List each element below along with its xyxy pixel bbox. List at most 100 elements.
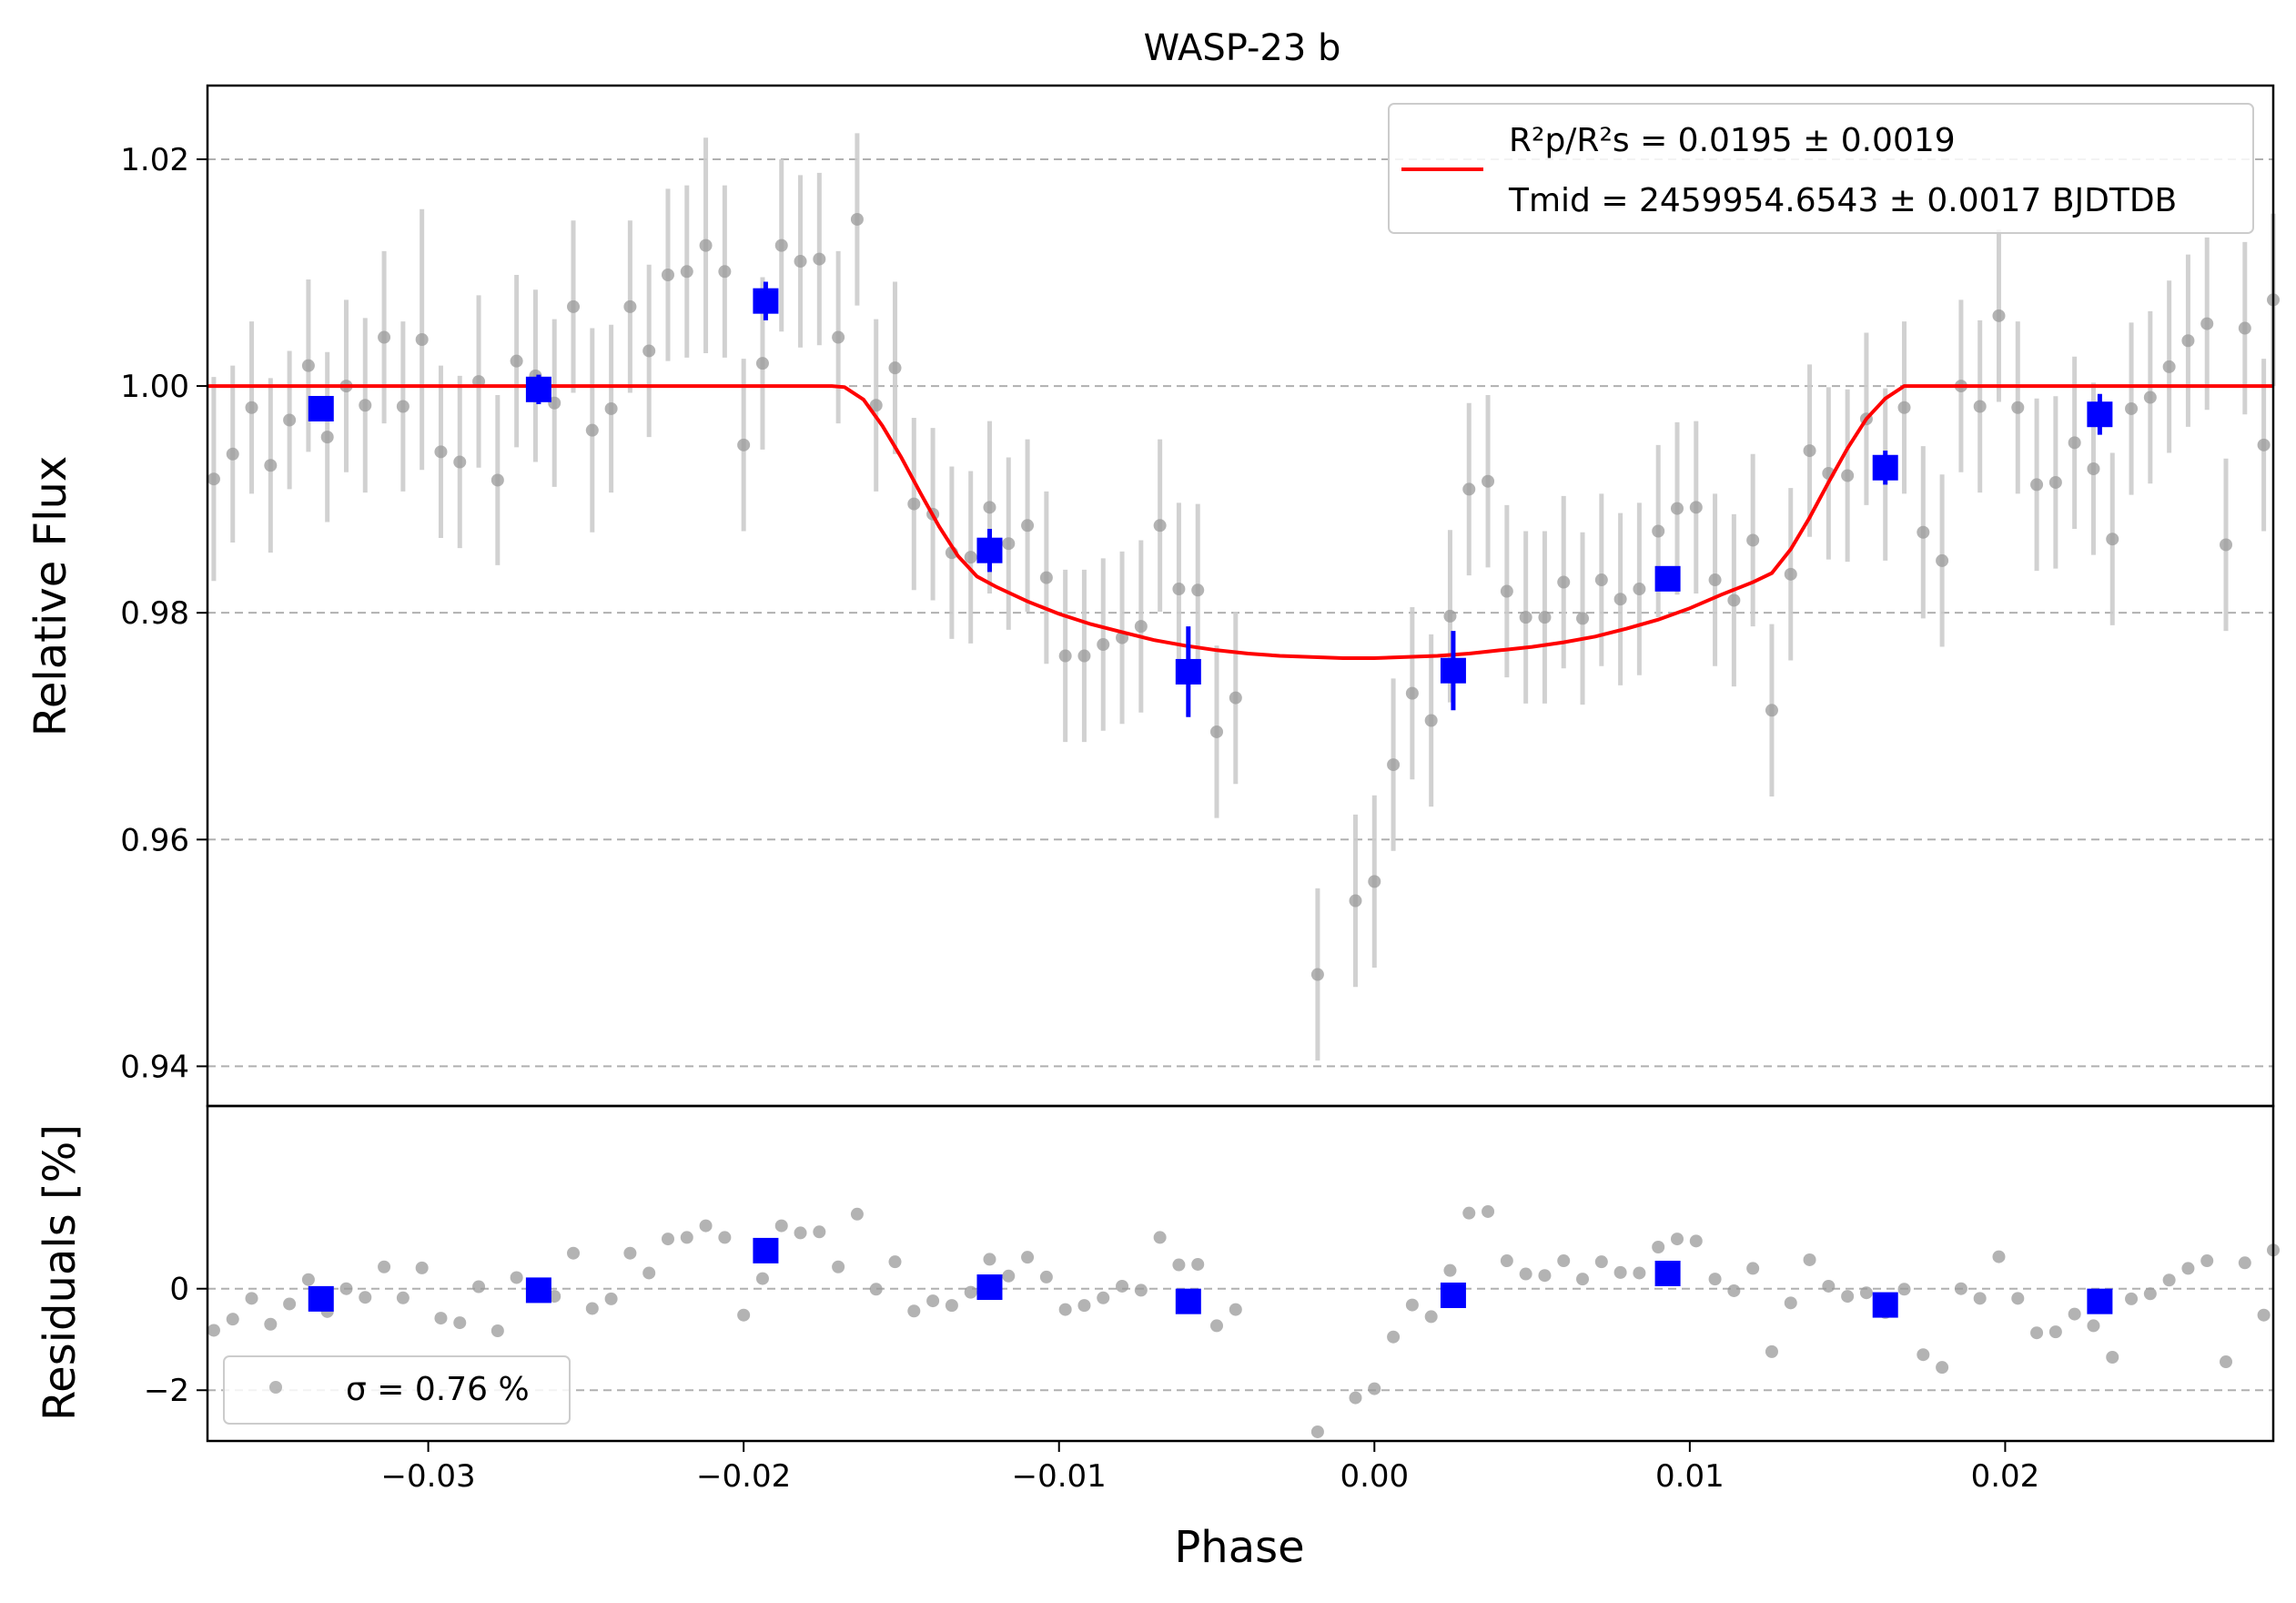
data-point <box>1387 758 1401 772</box>
data-point <box>1191 583 1205 597</box>
residual-point <box>1803 1253 1816 1266</box>
residual-binned-points <box>308 1237 2113 1318</box>
data-point <box>1765 704 1778 717</box>
data-point <box>794 255 807 269</box>
data-point <box>604 401 618 415</box>
data-point <box>2048 475 2062 489</box>
x-tick-label: 0.01 <box>1655 1458 1725 1495</box>
data-point <box>1897 401 1911 414</box>
residual-point <box>755 1272 769 1285</box>
data-point <box>415 333 429 347</box>
residual-point <box>1349 1391 1362 1405</box>
residual-point <box>585 1302 599 1315</box>
residual-point <box>1538 1269 1552 1283</box>
residual-point <box>2087 1319 2100 1333</box>
data-point <box>2181 334 2195 348</box>
residual-legend-box <box>223 1355 571 1425</box>
data-point <box>1482 474 1495 488</box>
residual-binned-point <box>1654 1261 1681 1286</box>
data-point <box>510 354 523 368</box>
data-point <box>1917 525 1930 539</box>
residual-point <box>1897 1283 1911 1296</box>
binned-point <box>1654 565 1681 592</box>
residual-point <box>207 1324 220 1337</box>
residual-legend-label: σ = 0.76 % <box>346 1371 530 1408</box>
residual-point <box>813 1225 826 1239</box>
residual-binned-point <box>525 1277 551 1304</box>
binned-point <box>1175 658 1201 685</box>
residual-point <box>1405 1298 1419 1312</box>
data-point <box>850 212 864 226</box>
data-point <box>661 269 674 282</box>
data-point <box>1538 611 1552 624</box>
residual-point <box>226 1313 239 1326</box>
residual-point <box>378 1260 391 1273</box>
residual-legend: σ = 0.76 % <box>223 1355 571 1425</box>
data-point <box>2011 401 2025 414</box>
main-y-ticks: 0.94 0.96 0.98 1.00 1.02 <box>120 142 207 1085</box>
residual-binned-point <box>1175 1288 1201 1314</box>
data-point <box>453 455 467 469</box>
residual-point <box>1021 1251 1035 1264</box>
main-y-tick-label: 0.98 <box>120 595 189 632</box>
data-point <box>1002 537 1016 551</box>
x-tick-label: −0.02 <box>696 1458 791 1495</box>
residual-point <box>2106 1351 2119 1364</box>
data-point <box>1670 502 1684 515</box>
residual-point <box>1917 1348 1930 1362</box>
residual-point <box>1746 1262 1760 1275</box>
residual-point <box>983 1253 996 1266</box>
data-point <box>1841 469 1855 482</box>
data-point <box>1689 501 1703 514</box>
residual-point <box>264 1317 278 1331</box>
main-binned-points <box>308 281 2113 717</box>
residual-point <box>1936 1361 1949 1375</box>
data-point <box>1519 611 1532 624</box>
data-point <box>396 400 410 413</box>
data-point <box>567 299 581 313</box>
residual-point <box>2048 1325 2062 1339</box>
residual-point <box>1039 1270 1053 1283</box>
data-point <box>964 551 977 564</box>
residual-point <box>1153 1231 1167 1244</box>
data-point <box>699 238 713 252</box>
data-point <box>1633 583 1646 596</box>
residual-point <box>623 1246 637 1260</box>
data-point <box>1500 584 1513 598</box>
binned-point <box>976 537 1003 563</box>
residual-y-axis-label: Residuals [%] <box>35 1124 86 1421</box>
residual-point <box>1954 1282 1967 1295</box>
data-point <box>737 438 751 451</box>
data-point <box>2030 478 2044 492</box>
data-point <box>642 344 656 358</box>
data-point <box>983 501 996 514</box>
data-point <box>2220 538 2233 552</box>
residual-y-tick-label: −2 <box>144 1373 189 1409</box>
residual-point <box>926 1294 940 1308</box>
data-point <box>1229 691 1242 705</box>
data-point <box>434 445 448 459</box>
residual-point <box>2125 1292 2139 1305</box>
residual-legend-marker <box>269 1381 282 1394</box>
data-point <box>2238 321 2251 335</box>
data-point <box>1210 725 1224 738</box>
main-legend-box <box>1388 103 2254 234</box>
data-point <box>1349 894 1362 908</box>
main-y-tick-label: 0.94 <box>120 1049 189 1085</box>
residual-point <box>1652 1241 1665 1254</box>
binned-point <box>753 288 779 314</box>
residual-point <box>1097 1291 1110 1304</box>
data-point <box>1310 968 1324 981</box>
residual-point <box>2181 1262 2195 1275</box>
binned-point <box>2087 401 2113 428</box>
residual-point <box>1689 1234 1703 1248</box>
residual-point <box>774 1219 788 1233</box>
residual-point <box>604 1292 618 1305</box>
residual-point <box>1727 1283 1741 1297</box>
data-point <box>2125 401 2139 415</box>
x-tick-label: −0.03 <box>380 1458 475 1495</box>
residual-point <box>907 1304 921 1318</box>
data-point <box>1613 593 1627 606</box>
residual-binned-point <box>1872 1292 1898 1318</box>
